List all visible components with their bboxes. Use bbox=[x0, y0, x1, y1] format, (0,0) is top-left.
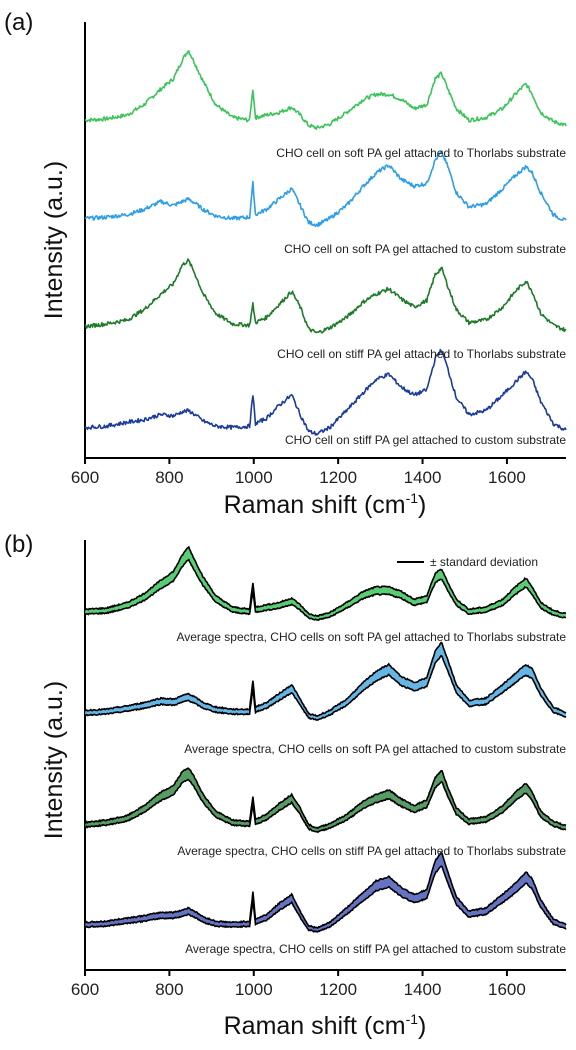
x-tick-label: 1600 bbox=[488, 980, 526, 999]
panel-b-legend: ± standard deviation bbox=[397, 555, 538, 569]
series-line bbox=[84, 150, 567, 228]
panel-a: (a) Intensity (a.u.) Raman shift (cm-1) … bbox=[4, 9, 567, 519]
x-tick-label: 800 bbox=[155, 980, 183, 999]
x-tick-label: 1400 bbox=[404, 980, 442, 999]
series-line bbox=[84, 348, 567, 436]
x-tick-label: 1400 bbox=[404, 468, 442, 487]
series-std-lower bbox=[84, 654, 567, 722]
series-label: Average spectra, CHO cells on stiff PA g… bbox=[177, 844, 566, 858]
x-tick-label: 800 bbox=[155, 468, 183, 487]
series-label: CHO cell on soft PA gel attached to Thor… bbox=[276, 146, 566, 160]
series-std-lower bbox=[84, 865, 567, 933]
series-label: CHO cell on stiff PA gel attached to cus… bbox=[285, 433, 566, 447]
series-line bbox=[84, 258, 567, 334]
legend-label: ± standard deviation bbox=[430, 555, 538, 569]
series-label: Average spectra, CHO cells on stiff PA g… bbox=[185, 942, 566, 956]
panel-b-series bbox=[84, 545, 567, 933]
series-std-band bbox=[85, 642, 566, 721]
x-tick-label: 1000 bbox=[235, 980, 273, 999]
series-line bbox=[84, 50, 567, 130]
series-std-upper bbox=[84, 641, 567, 718]
panel-a-series-labels: CHO cell on soft PA gel attached to Thor… bbox=[276, 146, 566, 447]
panel-b-series-labels: Average spectra, CHO cells on soft PA ge… bbox=[176, 630, 566, 956]
series-label: Average spectra, CHO cells on soft PA ge… bbox=[176, 630, 566, 644]
series-std-lower bbox=[84, 558, 566, 622]
x-tick-label: 1200 bbox=[319, 980, 357, 999]
panel-b-x-ticks: 600 800 1000 1200 1400 1600 bbox=[71, 970, 526, 999]
series-std-band bbox=[85, 852, 566, 932]
panel-a-x-ticks: 600 800 1000 1200 1400 1600 bbox=[71, 458, 526, 487]
series-std-upper bbox=[84, 851, 567, 930]
series-label: Average spectra, CHO cells on soft PA ge… bbox=[184, 742, 566, 756]
series-std-lower bbox=[84, 778, 567, 834]
x-tick-label: 1600 bbox=[488, 468, 526, 487]
series-std-band bbox=[85, 768, 566, 833]
series-label: CHO cell on soft PA gel attached to cust… bbox=[284, 242, 566, 256]
panel-a-label: (a) bbox=[4, 9, 33, 36]
x-tick-label: 1000 bbox=[235, 468, 273, 487]
series-std-upper bbox=[84, 767, 567, 830]
panel-a-series bbox=[84, 50, 567, 436]
panel-a-y-axis-title: Intensity (a.u.) bbox=[40, 161, 68, 319]
panel-b-y-axis-title: Intensity (a.u.) bbox=[40, 681, 68, 839]
x-tick-label: 600 bbox=[71, 980, 99, 999]
panel-a-x-axis-title: Raman shift (cm-1) bbox=[224, 490, 427, 519]
panel-b: (b) Intensity (a.u.) Raman shift (cm-1) … bbox=[4, 531, 567, 1040]
x-tick-label: 1200 bbox=[319, 468, 357, 487]
series-label: CHO cell on stiff PA gel attached to Tho… bbox=[277, 347, 566, 361]
series-std-upper bbox=[84, 545, 566, 618]
panel-b-label: (b) bbox=[4, 531, 33, 558]
panel-b-x-axis-title: Raman shift (cm-1) bbox=[224, 1011, 427, 1040]
x-tick-label: 600 bbox=[71, 468, 99, 487]
